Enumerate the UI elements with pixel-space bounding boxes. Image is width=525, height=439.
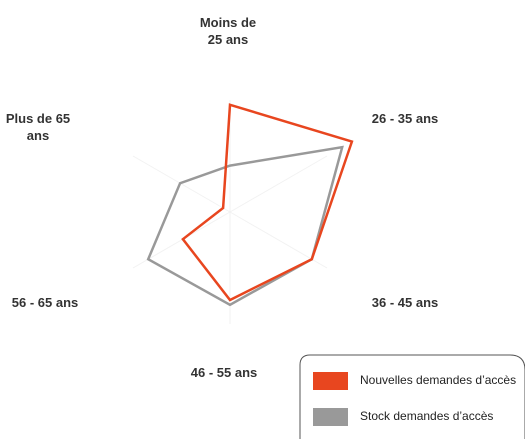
category-label: 46 - 55 ans (190, 365, 258, 380)
legend-swatch (313, 372, 348, 390)
category-label: Moins de 25 ans (199, 15, 257, 47)
legend-swatch (313, 408, 348, 426)
category-label: 56 - 65 ans (11, 295, 79, 310)
series-polygon (181, 103, 354, 302)
legend-box (299, 354, 525, 439)
category-label: 26 - 35 ans (371, 111, 439, 126)
legend-label: Stock demandes d’accès (360, 409, 493, 423)
axis-line (229, 155, 328, 213)
category-label: Plus de 65 ans (5, 111, 71, 143)
category-label: 36 - 45 ans (371, 295, 439, 310)
series-polygon (146, 145, 344, 307)
legend-label: Nouvelles demandes d’accès (360, 373, 516, 387)
